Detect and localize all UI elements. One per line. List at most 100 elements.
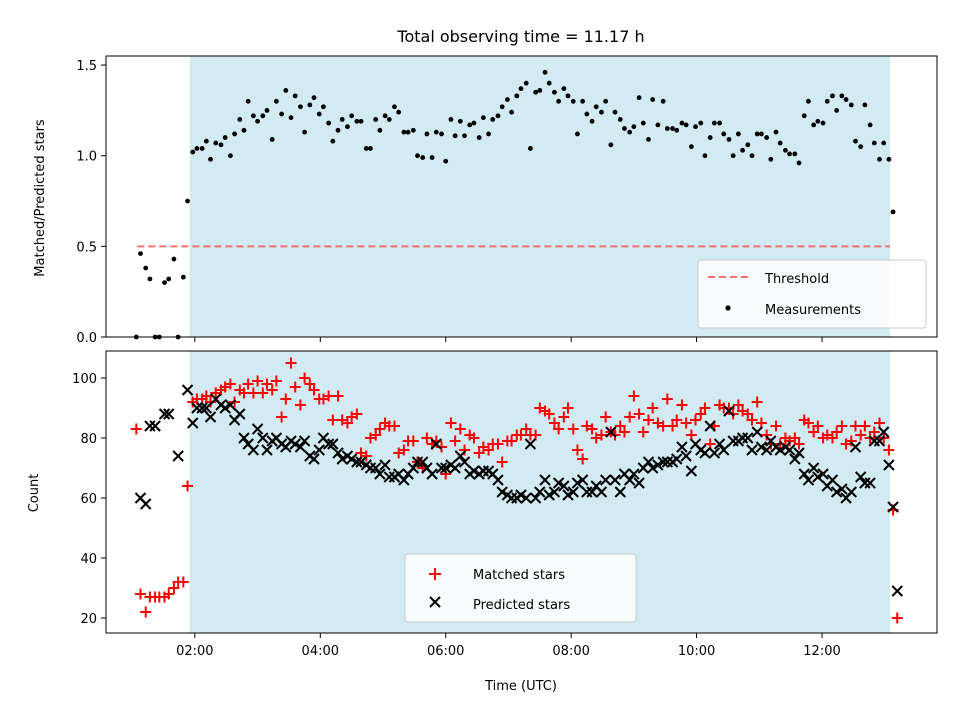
predicted-point: [680, 450, 692, 462]
predicted-point-b: [783, 444, 796, 456]
measurement-point: [213, 140, 219, 146]
predicted-point: [435, 462, 448, 474]
measurement-point: [218, 142, 224, 148]
matched-point: [520, 423, 532, 435]
matched-point: [891, 612, 903, 624]
predicted-point: [529, 492, 542, 504]
predicted-point-b: [552, 477, 565, 489]
predicted-point: [140, 498, 152, 510]
matched-point: [224, 378, 236, 390]
predicted-point: [327, 438, 339, 450]
measurement-point: [711, 120, 717, 126]
measurement-point: [255, 118, 260, 124]
matched-point: [308, 384, 320, 396]
measurement-point: [631, 124, 637, 130]
predicted-point-b: [435, 462, 448, 474]
measurement-point: [783, 147, 788, 153]
predicted-point: [407, 462, 420, 474]
legend-bottom: Matched stars Predicted stars: [404, 553, 637, 623]
measurement-point: [518, 86, 524, 92]
measurement-point: [843, 97, 849, 102]
measurement-point: [245, 98, 251, 104]
measurement-point: [222, 135, 228, 140]
predicted-point-b: [877, 426, 890, 438]
matched-point: [266, 384, 278, 396]
measurement-point: [886, 156, 892, 162]
predicted-point: [817, 468, 829, 480]
predicted-point: [261, 444, 273, 456]
measurement-point: [452, 133, 458, 139]
measurement-point: [758, 131, 764, 137]
matched-point: [200, 390, 212, 402]
predicted-point-b: [477, 465, 490, 477]
measurement-point: [433, 129, 439, 135]
measurement-point: [232, 131, 237, 137]
measurement-point: [471, 120, 477, 126]
predicted-point: [609, 474, 621, 486]
measurement-point: [834, 107, 840, 113]
predicted-point-b: [887, 501, 899, 513]
y-tick-label: 0.0: [76, 331, 97, 346]
predicted-point: [887, 501, 899, 513]
predicted-point: [595, 486, 608, 498]
x-axis-label: Time (UTC): [484, 679, 557, 694]
matched-point: [845, 435, 857, 447]
predicted-point-b: [374, 468, 386, 480]
predicted-point-b: [332, 447, 344, 459]
predicted-point: [187, 417, 199, 429]
predicted-point-b: [398, 474, 410, 486]
measurement-point: [443, 158, 449, 164]
matched-point: [289, 381, 301, 393]
predicted-point-b: [351, 456, 363, 468]
measurement-point: [166, 276, 172, 282]
predicted-point: [298, 435, 311, 447]
matched-point: [276, 411, 288, 423]
predicted-point: [704, 420, 716, 432]
predicted-point: [859, 477, 871, 489]
matched-point: [261, 378, 273, 390]
measurement-point: [448, 117, 454, 122]
measurement-point: [514, 93, 520, 99]
matched-point: [732, 399, 744, 411]
matched-point: [789, 432, 801, 444]
measurement-point: [858, 144, 864, 150]
predicted-point: [200, 402, 213, 414]
measurement-point: [227, 153, 233, 159]
x-tick-label: 02:00: [176, 644, 213, 659]
predicted-point-b: [317, 432, 330, 444]
matched-point: [831, 426, 843, 438]
predicted-point: [322, 438, 335, 450]
measurement-point: [820, 120, 826, 126]
measurement-point: [162, 280, 167, 286]
matched-point: [558, 411, 570, 423]
predicted-point-b: [219, 402, 231, 414]
predicted-point: [571, 477, 584, 489]
matched-point: [742, 408, 754, 420]
predicted-point: [430, 438, 443, 450]
predicted-point: [534, 486, 546, 498]
predicted-point-b: [623, 474, 636, 486]
predicted-point: [845, 486, 857, 498]
measurement-point: [203, 138, 209, 144]
matched-point: [483, 444, 495, 456]
matched-point: [633, 408, 645, 420]
measurement-point: [603, 98, 609, 104]
measurement-point: [199, 146, 205, 151]
measurement-point: [617, 117, 623, 122]
matched-point: [553, 423, 565, 435]
measurement-point: [499, 104, 505, 110]
measurement-point: [650, 97, 656, 102]
predicted-point: [468, 465, 480, 477]
predicted-point-b: [515, 489, 527, 501]
predicted-point-b: [751, 426, 763, 438]
measurement-point: [368, 146, 373, 151]
predicted-point-b: [723, 405, 735, 417]
predicted-point-b: [661, 456, 674, 468]
predicted-point-b: [247, 444, 260, 456]
matched-point: [657, 420, 669, 432]
predicted-point: [558, 480, 570, 492]
measurement-point: [853, 138, 858, 144]
predicted-point: [149, 420, 161, 432]
predicted-point-b: [845, 486, 857, 498]
